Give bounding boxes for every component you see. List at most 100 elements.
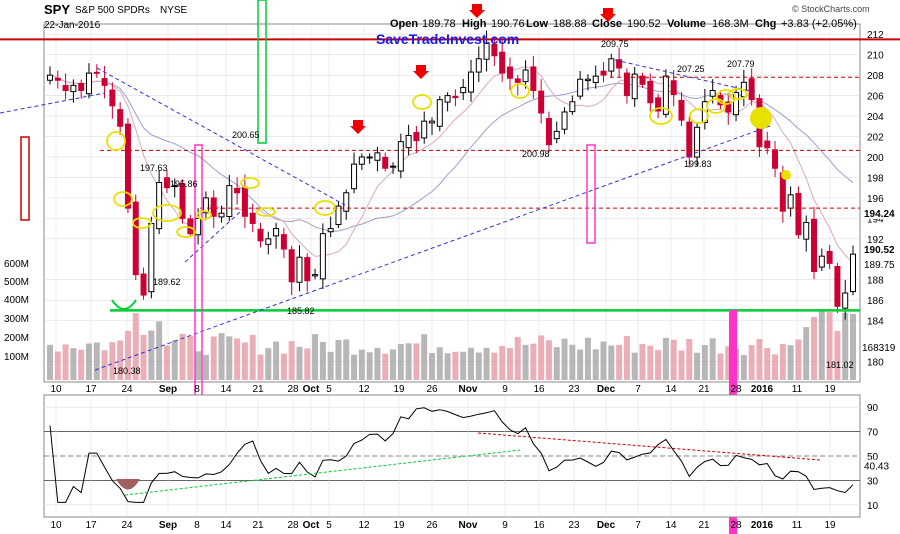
exchange-label: NYSE — [160, 5, 188, 16]
x-tick-label: 14 — [665, 384, 677, 395]
volume-bar — [514, 337, 521, 380]
x-tick-label-bottom: 19 — [393, 520, 405, 531]
candle-body — [382, 156, 389, 169]
volume-bar — [592, 349, 599, 380]
x-tick-label: 14 — [220, 384, 232, 395]
price-tick-label: 204 — [867, 112, 884, 123]
candle-body — [265, 238, 272, 245]
candle-body — [608, 58, 615, 72]
indicator-last-bg — [862, 459, 898, 472]
low-label: Low — [526, 18, 548, 30]
x-tick-label-bottom: Sep — [159, 520, 177, 531]
highlight-ellipse — [176, 226, 196, 238]
volume-bar — [709, 338, 716, 380]
price-tick-label: 186 — [867, 296, 884, 307]
x-tick-label: Oct — [303, 384, 320, 395]
candle-body — [351, 163, 358, 190]
x-tick-label-bottom: 12 — [358, 520, 370, 531]
volume-bar — [366, 352, 373, 380]
candle-body — [670, 80, 677, 96]
candle-body — [826, 250, 833, 264]
volume-bar — [397, 344, 404, 380]
candle-body — [631, 73, 638, 100]
price-annotation: 209.75 — [601, 39, 629, 49]
volume-bar — [686, 338, 693, 380]
box-magenta-dec — [586, 144, 596, 244]
candle-body — [413, 132, 420, 142]
indicator-tick-label: 90 — [867, 403, 879, 414]
highlight-ellipse — [196, 210, 212, 220]
candle-body — [569, 101, 576, 113]
volume-bar — [343, 339, 350, 380]
highlight-ellipse — [510, 83, 530, 99]
volume-bar — [795, 339, 802, 380]
candle-body — [202, 197, 209, 214]
highlight-ellipse — [240, 177, 260, 189]
volume-value: 168.3M — [712, 18, 749, 30]
volume-bar — [62, 344, 69, 380]
x-tick-label-bottom: 26 — [426, 520, 438, 531]
highlight-ellipse — [689, 108, 709, 124]
volume-bar — [280, 353, 287, 380]
price-tick-label: 184 — [867, 317, 884, 328]
volume-bar — [444, 353, 451, 380]
x-tick-label-bottom: 17 — [85, 520, 97, 531]
x-tick-label: 7 — [635, 384, 641, 395]
candle-body — [467, 71, 474, 93]
watermark-label: SaveTradeInvest.com — [376, 31, 519, 47]
volume-bar — [670, 339, 677, 380]
x-tick-label: 26 — [426, 384, 438, 395]
red-arrow-icon — [413, 65, 429, 79]
candle-body — [522, 69, 529, 83]
highlight-ellipse — [706, 98, 726, 114]
volume-bar — [202, 354, 209, 380]
candle-body — [132, 201, 139, 276]
volume-bar — [374, 347, 381, 380]
volume-bar — [787, 345, 794, 380]
volume-bar — [538, 335, 545, 380]
close-label: Close — [592, 18, 622, 30]
candle-body — [117, 109, 124, 127]
highlight-ellipse — [106, 131, 126, 151]
volume-bar — [764, 347, 771, 380]
volume-bar — [748, 345, 755, 380]
volume-bar — [265, 348, 272, 380]
candle-body — [280, 234, 287, 250]
high-value: 190.76 — [491, 18, 525, 30]
volume-bar — [577, 349, 584, 380]
x-tick-label-bottom: 21 — [252, 520, 264, 531]
volume-bar — [273, 341, 280, 380]
x-tick-label-bottom: 14 — [665, 520, 677, 531]
volume-bar — [569, 344, 576, 380]
volume-bar — [756, 339, 763, 380]
x-tick-label: 11 — [792, 384, 803, 395]
volume-bar — [109, 342, 116, 380]
candle-body — [257, 228, 264, 242]
oversold-fill — [116, 479, 140, 490]
volume-tick-label: 200M — [4, 333, 29, 344]
volume-bar — [818, 311, 825, 380]
volume-bar — [600, 341, 607, 380]
candle-body — [483, 42, 490, 60]
x-tick-label-bottom: 28 — [287, 520, 299, 531]
candle-body — [733, 92, 740, 116]
chg-label: Chg — [755, 18, 776, 30]
volume-bar — [140, 334, 147, 380]
x-tick-label: 16 — [533, 384, 545, 395]
candle-body — [538, 90, 545, 114]
red-arrow-icon — [600, 8, 616, 22]
volume-bar — [834, 330, 841, 380]
x-tick-label: 28 — [730, 384, 742, 395]
box-red-left — [20, 136, 30, 221]
date-label: 22-Jan-2016 — [44, 20, 101, 31]
trend-line — [0, 92, 106, 114]
candle-body — [545, 117, 552, 146]
candle-body — [78, 82, 85, 91]
x-tick-label: 12 — [358, 384, 370, 395]
price-tick-label: 188 — [867, 276, 884, 287]
volume-bar — [54, 351, 61, 380]
volume-bar — [655, 350, 662, 380]
candle-body — [335, 205, 342, 226]
highlight-ellipse — [152, 204, 182, 222]
red-arrow-icon — [350, 120, 366, 134]
